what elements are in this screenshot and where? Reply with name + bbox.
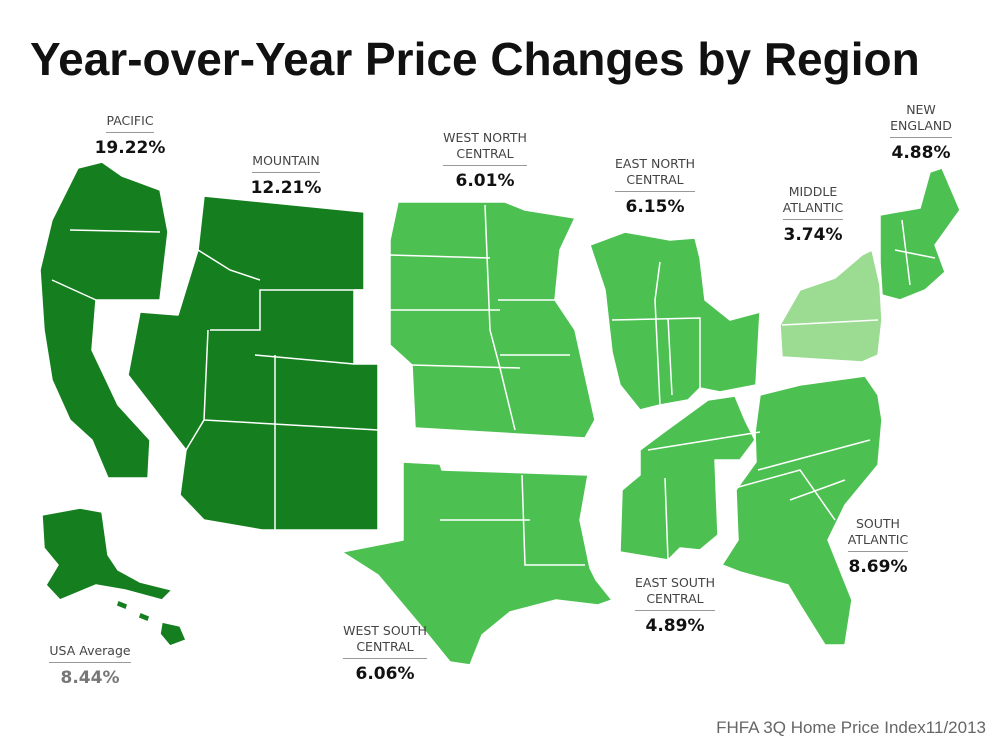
region-east-north-central[interactable]: [589, 231, 761, 411]
region-west-south-central[interactable]: [341, 461, 613, 666]
region-value: 6.01%: [455, 171, 515, 191]
region-south-atlantic[interactable]: [721, 375, 883, 646]
alaska-shape: [41, 507, 173, 601]
region-name: NEW ENGLAND: [890, 102, 952, 138]
region-value: 12.21%: [250, 178, 322, 198]
new-england-shape: [879, 167, 961, 301]
region-value: 4.88%: [891, 143, 951, 163]
south-atlantic-shape: [721, 375, 883, 646]
label-middle-atlantic: MIDDLE ATLANTIC 3.74%: [758, 184, 868, 245]
source-note: FHFA 3Q Home Price Index11/2013: [716, 718, 986, 737]
region-name: MOUNTAIN: [252, 153, 320, 173]
region-value: 6.15%: [625, 197, 685, 217]
label-mountain: MOUNTAIN 12.21%: [231, 150, 341, 198]
label-east-south-central: EAST SOUTH CENTRAL 4.89%: [615, 575, 735, 636]
region-value: 19.22%: [94, 138, 166, 158]
region-value: 3.74%: [783, 225, 843, 245]
pacific-shape: [39, 161, 169, 479]
region-east-south-central[interactable]: [619, 395, 756, 561]
region-name: EAST SOUTH CENTRAL: [635, 575, 715, 611]
label-south-atlantic: SOUTH ATLANTIC 8.69%: [823, 516, 933, 577]
label-west-south-central: WEST SOUTH CENTRAL 6.06%: [325, 623, 445, 684]
label-east-north-central: EAST NORTH CENTRAL 6.15%: [595, 156, 715, 217]
region-name: WEST NORTH CENTRAL: [443, 130, 527, 166]
usa-average-name: USA Average: [49, 643, 131, 663]
label-new-england: NEW ENGLAND 4.88%: [866, 102, 976, 163]
region-value: 8.69%: [848, 557, 908, 577]
region-pacific[interactable]: [39, 161, 187, 647]
region-name: PACIFIC: [106, 113, 154, 133]
region-value: 6.06%: [355, 664, 415, 684]
hawaii-shape: [115, 599, 187, 647]
label-pacific: PACIFIC 19.22%: [75, 110, 185, 158]
usa-average-value: 8.44%: [60, 668, 120, 688]
west-south-central-shape: [341, 461, 613, 666]
label-west-north-central: WEST NORTH CENTRAL 6.01%: [425, 130, 545, 191]
east-south-central-shape: [619, 395, 756, 561]
east-north-central-shape: [589, 231, 761, 411]
middle-atlantic-shape: [779, 249, 883, 363]
label-usa-average: USA Average 8.44%: [35, 640, 145, 688]
region-west-north-central[interactable]: [389, 201, 596, 439]
page-title: Year-over-Year Price Changes by Region: [30, 33, 920, 85]
state-borders: [51, 204, 936, 566]
region-new-england[interactable]: [879, 167, 961, 301]
region-value: 4.89%: [645, 616, 705, 636]
region-name: MIDDLE ATLANTIC: [782, 184, 844, 220]
region-name: EAST NORTH CENTRAL: [615, 156, 695, 192]
region-name: WEST SOUTH CENTRAL: [343, 623, 427, 659]
region-name: SOUTH ATLANTIC: [847, 516, 909, 552]
region-middle-atlantic[interactable]: [779, 249, 883, 363]
west-north-central-shape: [389, 201, 596, 439]
